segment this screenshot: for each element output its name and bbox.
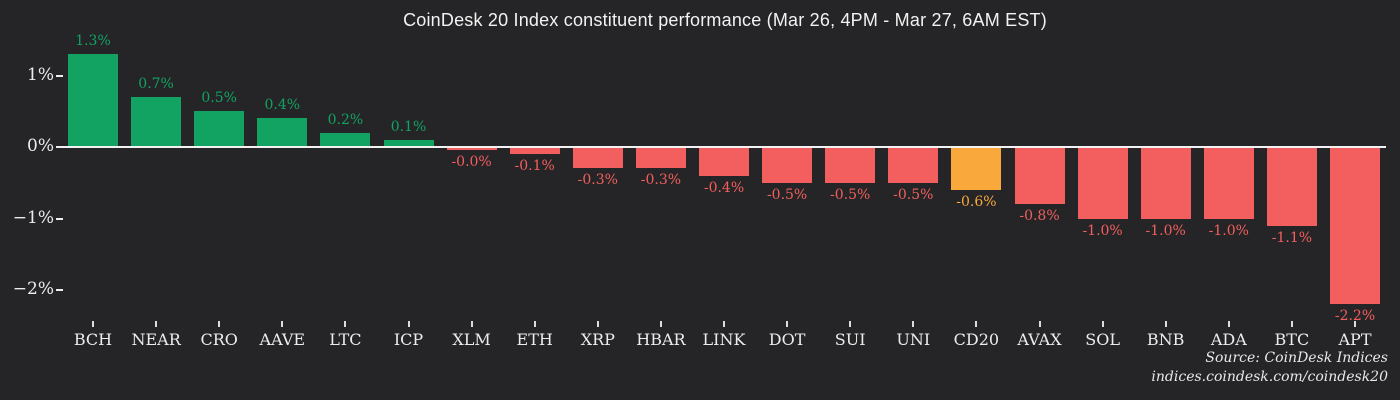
bar-aave	[257, 118, 308, 147]
x-tick-label-icp: ICP	[393, 330, 424, 349]
bar-value-hbar: -0.3%	[640, 172, 682, 189]
bar-value-aave: 0.4%	[264, 97, 301, 114]
bar-uni	[888, 147, 939, 183]
bar-xlm	[446, 147, 497, 150]
bar-value-link: -0.4%	[703, 179, 745, 196]
x-tick-label-aave: AAVE	[259, 330, 306, 349]
x-tick-mark	[407, 321, 410, 327]
x-tick-label-xrp: XRP	[580, 330, 615, 349]
x-tick-mark	[659, 321, 662, 327]
x-tick-mark	[849, 321, 852, 327]
bar-link	[699, 147, 749, 176]
y-tick-label: 0%	[27, 136, 54, 156]
y-tick-mark	[56, 289, 63, 291]
x-tick-label-bnb: BNB	[1146, 330, 1185, 349]
bar-value-cro: 0.5%	[201, 90, 237, 107]
bar-near	[131, 96, 182, 147]
bar-icp	[383, 139, 434, 147]
x-tick-mark	[786, 321, 789, 327]
x-tick-label-apt: APT	[1338, 330, 1372, 349]
bar-value-xlm: -0.0%	[451, 154, 492, 170]
x-tick-mark	[155, 321, 158, 327]
bar-value-bch: 1.3%	[75, 33, 111, 50]
x-tick-label-eth: ETH	[516, 330, 553, 349]
bar-bnb	[1140, 147, 1191, 219]
x-tick-label-bch: BCH	[73, 330, 113, 349]
x-tick-mark	[1101, 321, 1104, 327]
x-tick-label-near: NEAR	[131, 330, 181, 349]
bar-ltc	[320, 132, 371, 147]
x-tick-mark	[533, 321, 536, 327]
bar-value-btc: -1.1%	[1271, 229, 1313, 246]
x-tick-label-link: LINK	[702, 330, 746, 349]
bar-cd20	[951, 147, 1002, 190]
bar-hbar	[635, 147, 686, 169]
bar-value-bnb: -1.0%	[1145, 222, 1186, 239]
source-url: indices.coindesk.com/coindesk20	[1151, 369, 1388, 385]
bar-value-ada: -1.0%	[1208, 222, 1249, 239]
x-tick-label-cro: CRO	[200, 330, 238, 349]
x-tick-label-ada: ADA	[1210, 330, 1247, 349]
x-tick-label-sol: SOL	[1085, 330, 1120, 349]
bar-sui	[825, 147, 876, 183]
x-tick-mark	[975, 321, 978, 327]
x-tick-label-btc: BTC	[1274, 330, 1310, 349]
bar-ada	[1203, 147, 1254, 219]
x-tick-label-cd20: CD20	[953, 330, 1000, 349]
bar-value-uni: -0.5%	[893, 186, 934, 203]
bar-xrp	[572, 147, 623, 169]
x-tick-mark	[912, 321, 915, 327]
bar-value-sol: -1.0%	[1082, 222, 1123, 239]
bar-sol	[1077, 147, 1128, 219]
x-tick-mark	[470, 321, 473, 327]
bar-avax	[1014, 147, 1065, 205]
bar-value-cd20: -0.6%	[956, 193, 997, 210]
x-tick-mark	[92, 321, 94, 327]
x-tick-mark	[344, 321, 347, 327]
bar-value-dot: -0.5%	[766, 186, 808, 203]
x-tick-mark	[723, 321, 725, 327]
x-tick-mark	[1038, 321, 1041, 327]
source-attribution: Source: CoinDesk Indices indices.coindes…	[1151, 349, 1388, 387]
x-tick-label-uni: UNI	[896, 330, 931, 349]
x-tick-label-dot: DOT	[768, 330, 806, 349]
x-tick-label-xlm: XLM	[452, 330, 491, 349]
y-tick-mark	[56, 74, 63, 77]
bar-value-apt: -2.2%	[1334, 308, 1376, 325]
y-tick-mark	[56, 146, 63, 148]
y-tick-label: −1%	[12, 207, 54, 228]
bar-value-icp: 0.1%	[390, 118, 427, 135]
x-tick-label-sui: SUI	[834, 330, 866, 349]
source-line: Source: CoinDesk Indices	[1205, 350, 1388, 366]
bar-value-avax: -0.8%	[1019, 208, 1060, 225]
bar-eth	[509, 147, 560, 155]
y-tick-label: −2%	[12, 279, 54, 299]
x-tick-label-avax: AVAX	[1017, 330, 1062, 349]
x-tick-mark	[281, 321, 284, 327]
x-tick-mark	[1354, 321, 1356, 327]
bar-btc	[1266, 147, 1317, 226]
y-tick-mark	[56, 217, 63, 220]
zero-baseline	[62, 146, 1386, 148]
x-tick-label-ltc: LTC	[329, 330, 362, 349]
bar-value-sui: -0.5%	[830, 186, 871, 203]
y-tick-label: 1%	[27, 64, 54, 85]
x-tick-mark	[1227, 321, 1230, 327]
bar-value-near: 0.7%	[138, 75, 174, 92]
bar-dot	[762, 147, 813, 183]
x-tick-label-hbar: HBAR	[636, 330, 686, 349]
chart-title: CoinDesk 20 Index constituent performanc…	[403, 10, 1047, 30]
x-tick-mark	[596, 321, 599, 327]
bar-apt	[1330, 147, 1380, 305]
x-tick-mark	[1290, 321, 1293, 327]
bar-value-eth: -0.1%	[514, 158, 555, 175]
bar-cro	[194, 111, 245, 147]
x-tick-mark	[218, 321, 221, 327]
x-tick-mark	[1164, 321, 1167, 327]
bar-value-xrp: -0.3%	[577, 172, 618, 189]
bar-bch	[68, 54, 118, 147]
bar-value-ltc: 0.2%	[327, 111, 364, 128]
